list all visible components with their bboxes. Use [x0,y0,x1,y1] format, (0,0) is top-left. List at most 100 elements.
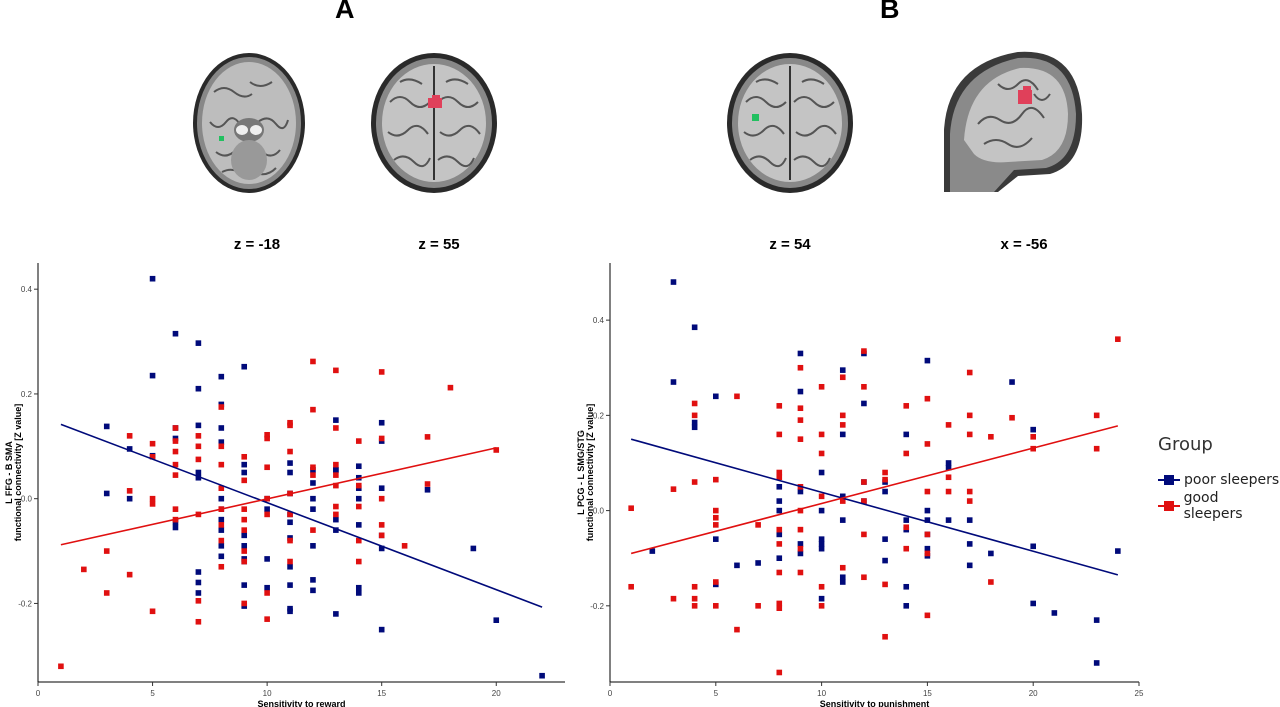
data-point-poor-sleepers [333,527,339,533]
slice-label-a2: z = 55 [418,236,460,253]
data-point-poor-sleepers [195,340,202,346]
x-tick-label: 20 [492,689,501,698]
data-point-poor-sleepers [966,541,973,547]
data-point-good-sleepers [355,438,362,444]
data-point-good-sleepers [172,472,179,478]
trend-line-poor-sleepers [60,423,543,608]
x-tick-label: 5 [714,689,719,698]
data-point-poor-sleepers [264,506,270,512]
data-point-poor-sleepers [945,460,952,466]
data-point-poor-sleepers [355,463,362,470]
y-axis-label: functional connectivity [Z value] [585,404,595,542]
data-point-good-sleepers [333,425,339,431]
legend-label-good-sleepers: good sleepers [1183,490,1243,522]
data-point-good-sleepers [776,403,783,409]
data-point-poor-sleepers [195,422,202,429]
data-point-good-sleepers [218,485,225,492]
data-point-good-sleepers [195,433,202,439]
data-point-good-sleepers [333,511,339,518]
data-point-poor-sleepers [378,545,385,552]
data-point-poor-sleepers [218,495,225,502]
data-point-poor-sleepers [776,507,783,514]
x-tick-label: 15 [923,689,932,698]
data-point-good-sleepers [378,532,385,539]
x-tick-label: 10 [817,689,826,698]
data-point-poor-sleepers [1030,600,1036,607]
data-point-poor-sleepers [924,357,931,364]
data-point-good-sleepers [776,474,783,481]
data-point-good-sleepers [241,600,248,607]
y-tick-label: 0.4 [21,285,33,294]
data-point-good-sleepers [333,482,339,489]
data-point-good-sleepers [1093,445,1100,452]
data-point-good-sleepers [924,531,931,538]
data-point-good-sleepers [713,522,719,528]
data-point-good-sleepers [797,436,804,442]
data-point-good-sleepers [903,450,910,457]
data-point-poor-sleepers [218,373,225,380]
data-point-good-sleepers [378,495,385,502]
data-point-good-sleepers [839,412,846,419]
data-point-good-sleepers [218,443,225,450]
data-point-poor-sleepers [287,563,293,570]
data-point-good-sleepers [861,479,867,485]
data-point-good-sleepers [333,461,339,468]
data-point-good-sleepers [861,348,867,354]
data-point-good-sleepers [126,488,133,494]
data-point-poor-sleepers [797,488,804,495]
data-point-poor-sleepers [241,363,248,370]
data-point-good-sleepers [861,574,867,581]
trend-line-poor-sleepers [630,438,1119,576]
data-point-poor-sleepers [945,517,952,523]
data-point-good-sleepers [882,476,888,483]
data-point-poor-sleepers [333,467,339,473]
data-point-good-sleepers [797,545,804,552]
data-point-good-sleepers [310,472,316,478]
data-point-good-sleepers [818,431,825,438]
data-point-poor-sleepers [797,350,804,357]
data-point-poor-sleepers [839,579,846,585]
data-point-poor-sleepers [287,519,293,526]
data-point-poor-sleepers [818,507,825,514]
data-point-good-sleepers [966,488,973,495]
data-point-poor-sleepers [310,506,316,512]
legend-key-good-sleepers [1158,499,1180,513]
data-point-poor-sleepers [903,603,910,609]
data-point-poor-sleepers [903,431,910,438]
legend-label-poor-sleepers: poor sleepers [1184,472,1280,488]
data-point-good-sleepers [58,663,64,670]
data-point-poor-sleepers [355,522,362,528]
data-point-poor-sleepers [103,423,110,430]
data-point-poor-sleepers [1093,660,1100,666]
panel-letter-b: B [880,0,900,24]
trend-line-good-sleepers [60,447,497,546]
data-point-good-sleepers [264,431,270,438]
data-point-good-sleepers [195,598,202,604]
data-point-good-sleepers [126,571,133,578]
data-point-poor-sleepers [241,582,248,588]
data-point-good-sleepers [966,369,973,376]
data-point-poor-sleepers [218,527,225,533]
data-point-good-sleepers [172,438,179,444]
data-point-poor-sleepers [776,483,783,490]
data-point-poor-sleepers [818,541,825,547]
data-point-good-sleepers [333,367,339,374]
data-point-good-sleepers [1009,414,1015,421]
data-point-poor-sleepers [218,553,225,560]
data-point-good-sleepers [691,400,698,407]
data-point-good-sleepers [126,433,133,439]
data-point-good-sleepers [149,495,156,502]
data-point-good-sleepers [713,514,719,521]
data-point-poor-sleepers [310,587,316,594]
trend-line-good-sleepers [630,425,1119,555]
data-point-poor-sleepers [839,431,846,438]
data-point-poor-sleepers [218,439,225,445]
data-point-poor-sleepers [149,275,156,282]
data-point-good-sleepers [839,374,846,381]
data-point-good-sleepers [818,603,825,609]
data-point-good-sleepers [149,440,156,447]
data-point-good-sleepers [149,608,156,615]
x-tick-label: 0 [36,689,41,698]
data-point-poor-sleepers [839,574,846,581]
data-point-poor-sleepers [670,279,677,285]
